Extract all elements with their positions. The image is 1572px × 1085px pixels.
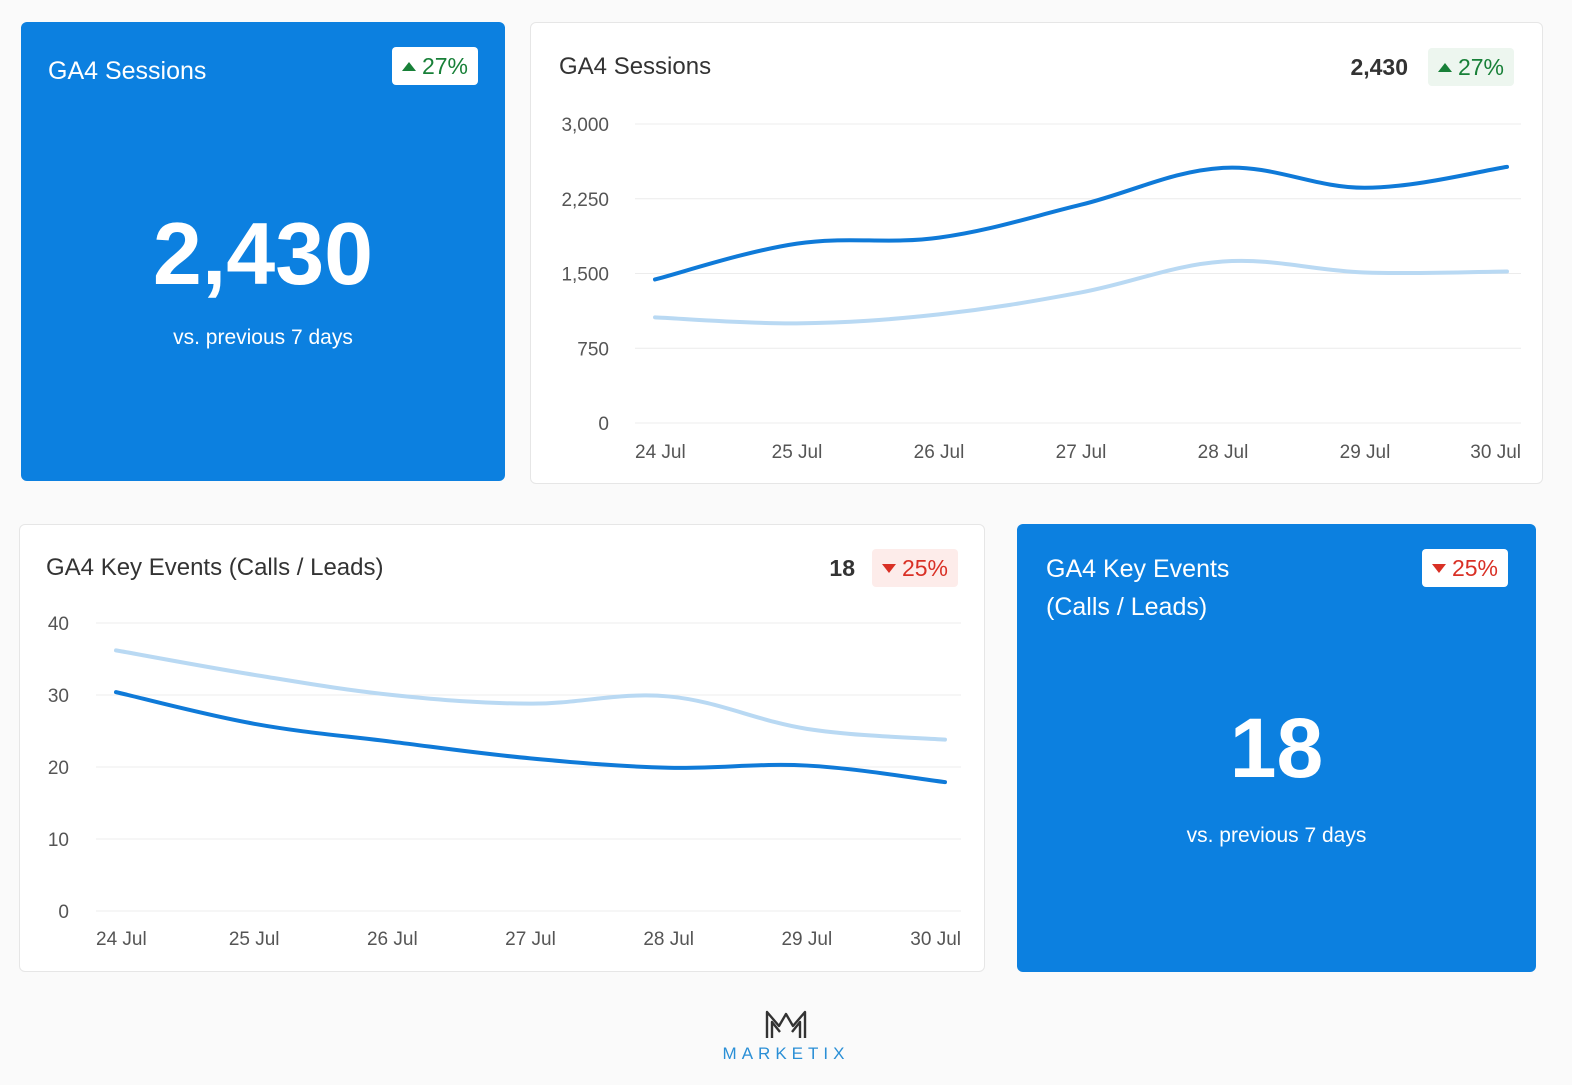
sessions-line-chart: 0 750 1,500 2,250 3,000 24 Jul 25 Jul 26 Jul 27 … [561,115,1521,463]
key-events-chart-total: 18 [829,555,855,581]
key-events-chart-x-tick-label: 29 Jul [781,929,832,950]
key-events-chart-y-tick-label: 10 [48,830,69,851]
sessions-chart-change-badge: 27% [1427,48,1514,86]
key-events-chart-y-tick-label: 0 [58,902,69,923]
sessions-chart-x-tick-label: 28 Jul [1198,442,1249,463]
arrow-down-icon [881,563,896,573]
key-events-chart-change-badge: 25% [871,549,958,587]
arrow-up-icon [1437,62,1452,72]
sessions-chart-total: 2,430 [1350,54,1408,80]
key-events-chart-title: GA4 Key Events (Calls / Leads) [46,554,384,581]
sessions-chart-y-tick-label: 1,500 [561,265,609,286]
key-events-kpi-title-line1: GA4 Key Events [1046,555,1230,583]
key-events-kpi-change: 25% [1451,555,1498,581]
sessions-chart-card: GA4 Sessions 2,430 27% 0 750 1,500 2,250 3,0… [530,22,1543,484]
key-events-chart-x-tick-label: 25 Jul [229,929,280,950]
sessions-kpi-card: GA4 Sessions 27% 2,430 vs. previous 7 da… [21,22,505,481]
brand-name: MARKETIX [722,1044,850,1063]
key-events-chart-card: GA4 Key Events (Calls / Leads) 18 25% 0 1… [19,524,985,972]
sessions-kpi-value: 2,430 [152,204,374,303]
footer-logo: MARKETIX [706,1004,866,1066]
arrow-up-icon [401,61,416,71]
key-events-kpi-change-badge: 25% [1421,549,1508,587]
key-events-kpi-value: 18 [1229,701,1324,795]
key-events-kpi-card: GA4 Key Events (Calls / Leads) 25% 18 vs… [1017,524,1536,972]
sessions-chart-title: GA4 Sessions [559,53,712,80]
marketix-m-logo-icon [765,1010,807,1038]
sessions-chart-x-tick-label: 24 Jul [635,442,686,463]
sessions-chart-series-current [653,164,1509,282]
sessions-chart-y-tick-label: 2,250 [561,190,609,211]
key-events-chart-series-current [114,690,947,785]
key-events-chart-x-tick-label: 28 Jul [643,929,694,950]
sessions-chart-x-tick-label: 27 Jul [1056,442,1107,463]
sessions-kpi-change-badge: 27% [391,47,478,85]
key-events-chart-x-tick-label: 24 Jul [96,929,147,950]
key-events-kpi-title-line2: (Calls / Leads) [1046,593,1208,621]
arrow-down-icon [1431,563,1446,573]
key-events-chart-y-tick-label: 20 [48,758,69,779]
sessions-chart-x-tick-label: 25 Jul [772,442,823,463]
key-events-chart-x-tick-label: 27 Jul [505,929,556,950]
sessions-chart-y-tick-label: 750 [577,339,609,360]
sessions-kpi-subtitle: vs. previous 7 days [173,326,353,349]
sessions-chart-x-tick-label: 29 Jul [1340,442,1391,463]
key-events-line-chart: 0 10 20 30 40 24 Jul 25 Jul 26 Jul 27 Jul 28 Jul 2… [48,614,961,950]
key-events-kpi-subtitle: vs. previous 7 days [1186,824,1367,847]
key-events-chart-x-tick-label: 26 Jul [367,929,418,950]
sessions-chart-change: 27% [1457,54,1504,80]
sessions-chart-x-tick-label: 26 Jul [914,442,965,463]
sessions-chart-series-previous [653,258,1509,326]
sessions-kpi-title: GA4 Sessions [48,57,207,85]
sessions-chart-y-tick-label: 0 [598,414,609,435]
key-events-chart-series-previous [114,648,947,742]
key-events-kpi-title: GA4 Key Events (Calls / Leads) [1046,550,1229,626]
key-events-chart-y-tick-label: 30 [48,686,69,707]
key-events-chart-change: 25% [901,555,948,581]
key-events-chart-y-tick-label: 40 [48,614,69,635]
sessions-kpi-change: 27% [421,53,468,79]
sessions-chart-y-tick-label: 3,000 [561,115,609,136]
sessions-chart-x-tick-label: 30 Jul [1470,442,1521,463]
key-events-chart-x-tick-label: 30 Jul [910,929,961,950]
